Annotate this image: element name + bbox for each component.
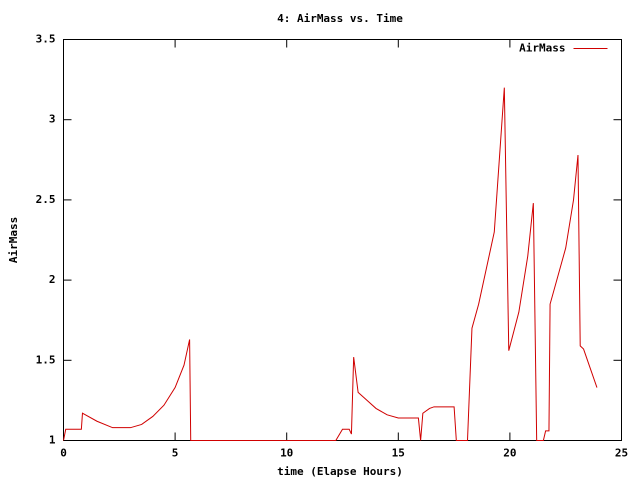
- legend-label: AirMass: [519, 42, 565, 55]
- y-axis-label: AirMass: [7, 217, 20, 263]
- plot-border: [63, 39, 622, 441]
- x-tick-label: 10: [280, 447, 293, 460]
- y-tick-label: 2: [49, 273, 56, 286]
- y-tick-label: 3: [49, 113, 56, 126]
- x-tick-label: 25: [615, 447, 628, 460]
- x-tick-label: 5: [172, 447, 179, 460]
- x-axis-label: time (Elapse Hours): [277, 465, 403, 478]
- x-tick-label: 0: [60, 447, 67, 460]
- y-tick-label: 2.5: [36, 193, 56, 206]
- x-tick-label: 15: [392, 447, 405, 460]
- data-line: [63, 87, 598, 441]
- y-tick-label: 1.5: [36, 353, 56, 366]
- y-tick-label: 1: [49, 434, 56, 447]
- y-tick-label: 3.5: [36, 33, 56, 46]
- x-tick-label: 20: [503, 447, 516, 460]
- chart-title: 4: AirMass vs. Time: [277, 12, 403, 25]
